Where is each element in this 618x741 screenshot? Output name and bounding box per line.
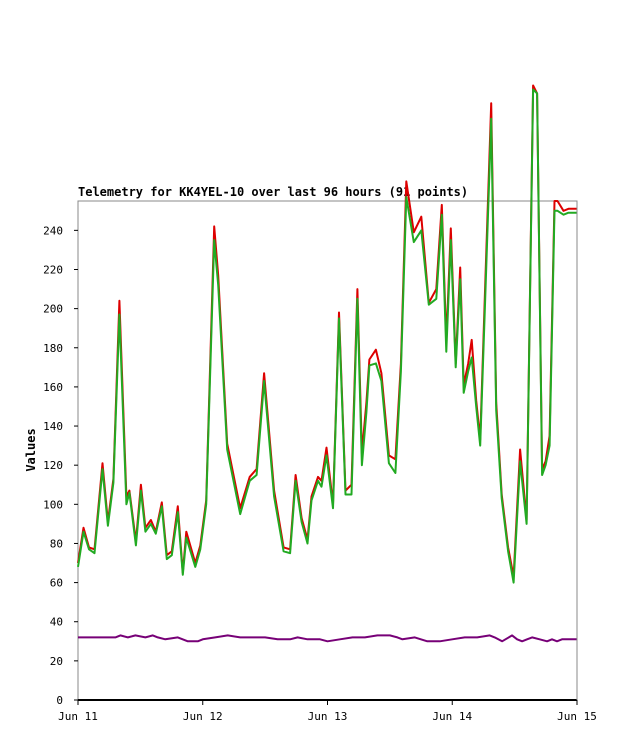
y-axis-label: Values [24,428,38,471]
y-tick-label: 240 [43,224,63,237]
x-tick-label: Jun 13 [308,710,348,723]
y-tick-label: 20 [50,655,63,668]
series-line-2 [77,88,577,584]
y-tick-label: 180 [43,342,63,355]
y-tick-label: 200 [43,303,63,316]
y-tick-label: 60 [50,577,63,590]
y-tick-label: 80 [50,537,63,550]
x-axis: Jun 11 Jun 12 Jun 13 Jun 14 Jun 15 [58,700,597,723]
y-tick-label: 140 [43,420,63,433]
y-tick-label: 120 [43,459,63,472]
series-line-3 [78,634,577,643]
y-tick-label: 220 [43,263,63,276]
chart-title: Telemetry for KK4YEL-10 over last 96 hou… [78,185,468,199]
x-tick-label: Jun 12 [183,710,223,723]
x-tick-label: Jun 15 [557,710,597,723]
series-layer [77,84,577,701]
x-tick-label: Jun 14 [432,710,472,723]
x-tick-label: Jun 11 [58,710,98,723]
y-tick-label: 40 [50,616,63,629]
y-tick-label: 0 [56,694,63,707]
y-axis: 0 20 40 60 80 100 120 140 160 180 200 220 240 [43,224,78,707]
y-tick-label: 160 [43,381,63,394]
y-tick-label: 100 [43,498,63,511]
